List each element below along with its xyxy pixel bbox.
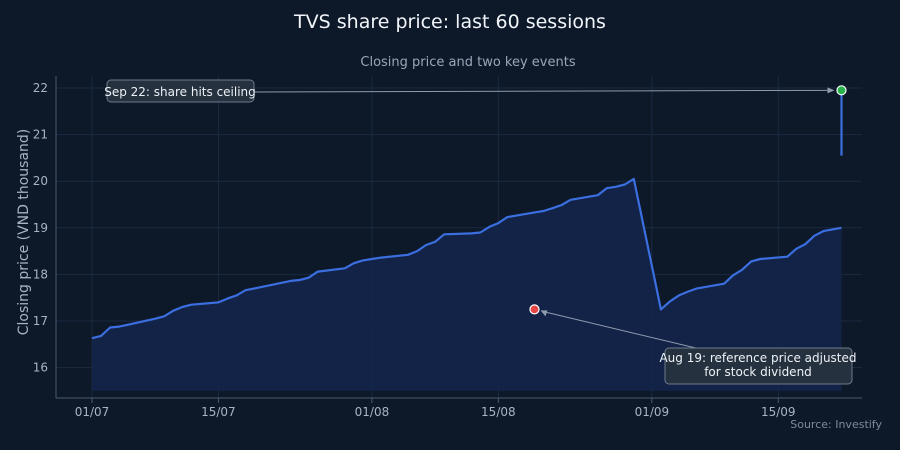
x-tick-label: 01/08 (355, 405, 390, 419)
axes (55, 76, 862, 403)
x-tick-labels: 01/07 15/07 01/08 15/08 01/09 15/09 (75, 405, 796, 419)
x-tick-label: 15/08 (481, 405, 516, 419)
ceiling-arrow-line (253, 89, 834, 93)
y-tick-label: 17 (33, 314, 48, 328)
x-tick-label: 15/09 (761, 405, 796, 419)
y-axis-label: Closing price (VND thousand) (16, 129, 32, 336)
y-tick-label: 18 (33, 267, 48, 281)
dividend-annotation-text: Aug 19: reference price adjusted (659, 351, 856, 365)
ceiling-annotation-box (106, 79, 255, 103)
annotations: Sep 22: share hits ceiling Aug 19: refere… (104, 79, 857, 385)
ceiling-marker (836, 85, 847, 96)
plot-area (91, 85, 847, 391)
chart-subtitle: Closing price and two key events (360, 55, 575, 70)
y-tick-label: 19 (33, 221, 48, 235)
x-tick-label: 01/09 (635, 405, 670, 419)
dividend-marker (529, 304, 540, 315)
y-tick-labels: 16 17 18 19 20 21 22 (33, 81, 48, 375)
dividend-arrow-head (540, 310, 548, 317)
ceiling-arrow-head (827, 87, 835, 94)
series-line (91, 177, 842, 340)
y-tick-label: 21 (33, 128, 48, 142)
y-tick-label: 22 (33, 81, 48, 95)
chart-title: TVS share price: last 60 sessions (293, 11, 606, 33)
source-note: Source: Investify (790, 418, 882, 431)
x-tick-label: 15/07 (201, 405, 236, 419)
ceiling-annotation-text: Sep 22: share hits ceiling (104, 85, 256, 99)
dividend-annotation-text: for stock dividend (704, 365, 812, 379)
dividend-arrow-line (542, 310, 701, 350)
y-tick-label: 16 (33, 361, 48, 375)
dividend-annotation-box (664, 347, 853, 385)
y-tick-label: 20 (33, 174, 48, 188)
x-tick-label: 01/07 (75, 405, 110, 419)
